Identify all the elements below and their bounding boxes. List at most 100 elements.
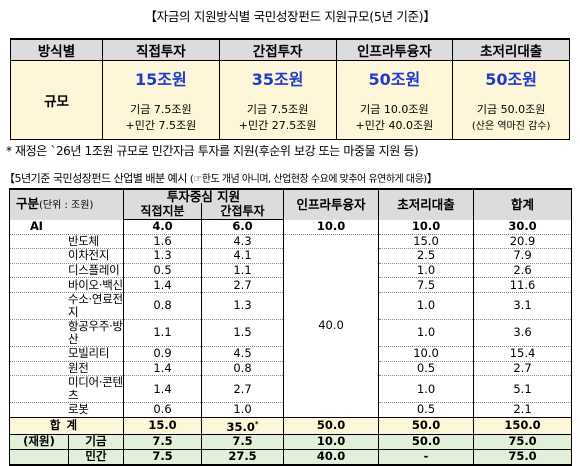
direct-fund: 기금 7.5조원 [102,95,220,117]
table-row: 항공우주·방산 1.1 1.5 1.0 3.6 [9,319,572,347]
footnote-mark: * [254,419,259,428]
total-indirect: 35.0* [200,416,285,435]
fund-direct: 7.5 [123,434,202,450]
direct-total: 15조원 [102,60,220,95]
direct-value: 1.3 [123,248,202,264]
industry-name: 항공우주·방산 [9,319,124,347]
industry-name: 로봇 [9,402,124,418]
loan-value: 0.5 [378,402,475,418]
fund-indirect: 7.5 [200,434,285,450]
allocation-by-method-title: 【자금의 지원방식별 국민성장펀드 지원규모(5년 기준)】 [144,9,436,24]
direct-value: 1.4 [123,375,202,404]
indirect-value: 4.3 [200,234,285,250]
header-total: 합계 [473,188,572,220]
loan-note: (산은 역마진 감수) [452,117,570,140]
industry-name: 미디어·콘텐츠 [9,375,124,404]
indirect-value: 1.3 [200,292,285,320]
direct-value: 4.0 [123,219,202,235]
total-row: 합계 15.0 35.0* 50.0 50.0 150.0 [9,416,572,435]
table-row: 로봇 0.6 1.0 0.5 2.1 [9,402,572,418]
industry-name: 수소·연료전지 [9,292,124,320]
loan-value: 1.0 [378,263,475,279]
total-value: 15.4 [473,346,572,362]
loan-value: 1.0 [378,292,475,320]
private-direct: 7.5 [123,449,202,466]
indirect-value: 1.1 [200,263,285,279]
indirect-fund: 기금 7.5조원 [218,95,337,117]
total-value: 11.6 [473,277,572,293]
total-value: 30.0 [473,219,572,235]
method-header-direct: 직접투자 [102,38,220,61]
table-row: 바이오·백신 1.4 2.7 7.5 11.6 [9,277,572,293]
total-label: 합계 [9,416,124,435]
private-row: 민간 7.5 27.5 40.0 - 75.0 [9,449,572,466]
industry-name: 모빌리티 [9,346,124,362]
direct-private: +민간 7.5조원 [102,117,220,140]
table-row: 미디어·콘텐츠 1.4 2.7 1.0 5.1 [9,375,572,404]
total-value: 2.6 [473,263,572,279]
infra-value: 10.0 [283,219,380,235]
infra-fund: 기금 10.0조원 [335,95,454,117]
table-row: AI 4.0 6.0 10.0 10.0 30.0 [9,219,572,235]
fund-total: 75.0 [473,434,572,450]
method-header-loan: 초저리대출 [452,38,570,61]
direct-value: 0.9 [123,346,202,362]
indirect-value: 4.1 [200,248,285,264]
total-value: 7.9 [473,248,572,264]
private-indirect: 27.5 [200,449,285,466]
loan-total: 50조원 [452,60,570,95]
industry-title-main: 【5년기준 국민성장펀드 산업별 배분 예시 [4,172,187,185]
total-value: 20.9 [473,234,572,250]
fund-label: 기금 [85,433,107,448]
industry-allocation-title: 【5년기준 국민성장펀드 산업별 배분 예시 (☞한도 개념 아니며, 산업현장… [4,170,438,186]
industry-table: 구분(단위 : 조원) 투자중심 지원 인프라투융자 초저리대출 합계 직접지분… [9,188,572,466]
finance-cell-fund: (재원) 기금 [9,433,124,450]
total-indirect-value: 35.0 [226,419,255,434]
fund-loan: 50.0 [378,434,475,450]
loan-value: 0.5 [378,361,475,377]
industry-name: 원전 [9,361,124,377]
private-infra: 40.0 [283,449,380,466]
table-row: 디스플레이 0.5 1.1 1.0 2.6 [9,263,572,279]
total-value: 3.1 [473,292,572,320]
header-indirect: 간접투자 [200,203,285,220]
table-row: 수소·연료전지 0.8 1.3 1.0 3.1 [9,292,572,320]
finance-label-spacer [10,449,69,464]
industry-name: 바이오·백신 [9,277,124,293]
private-loan: - [378,449,475,466]
row-header-label: 구분 [16,195,40,211]
loan-value: 7.5 [378,277,475,293]
scale-row-label: 규모 [10,60,103,140]
investment-group-header: 투자중심 지원 [122,188,285,203]
finance-label: (재원) [10,434,69,449]
loan-value: 1.0 [378,319,475,347]
industry-name: 반도체 [9,234,124,250]
industry-name: 이차전지 [9,248,124,264]
indirect-value: 6.0 [200,219,285,235]
loan-value: 15.0 [378,234,475,250]
industry-name: AI [9,219,124,235]
indirect-value: 1.0 [200,402,285,418]
direct-value: 0.6 [123,402,202,418]
table-row: 원전 1.4 0.8 0.5 2.7 [9,361,572,377]
infra-merged-value: 40.0 [283,234,380,418]
total-value: 3.6 [473,319,572,347]
total-value: 5.1 [473,375,572,404]
fiscal-note: * 재정은 `26년 1조원 규모로 민간자금 투자를 지원(후순위 보강 또는… [6,144,419,158]
loan-value: 10.0 [378,346,475,362]
direct-value: 1.4 [123,361,202,377]
loan-fund: 기금 50.0조원 [452,95,570,117]
direct-value: 1.6 [123,234,202,250]
indirect-private: +민간 27.5조원 [218,117,337,140]
header-direct: 직접지분 [123,203,202,220]
industry-name: 디스플레이 [9,263,124,279]
total-value: 2.7 [473,361,572,377]
direct-value: 1.4 [123,277,202,293]
method-corner-header: 방식별 [10,38,103,61]
table-row: 반도체 1.6 4.3 40.0 15.0 20.9 [9,234,572,418]
industry-title-note: (☞한도 개념 아니며, 산업현장 수요에 맞추어 유연하게 대응) [189,174,427,185]
infra-total: 50조원 [335,60,454,95]
total-direct: 15.0 [123,416,202,435]
unit-label: (단위 : 조원) [39,199,94,211]
loan-value: 10.0 [378,219,475,235]
